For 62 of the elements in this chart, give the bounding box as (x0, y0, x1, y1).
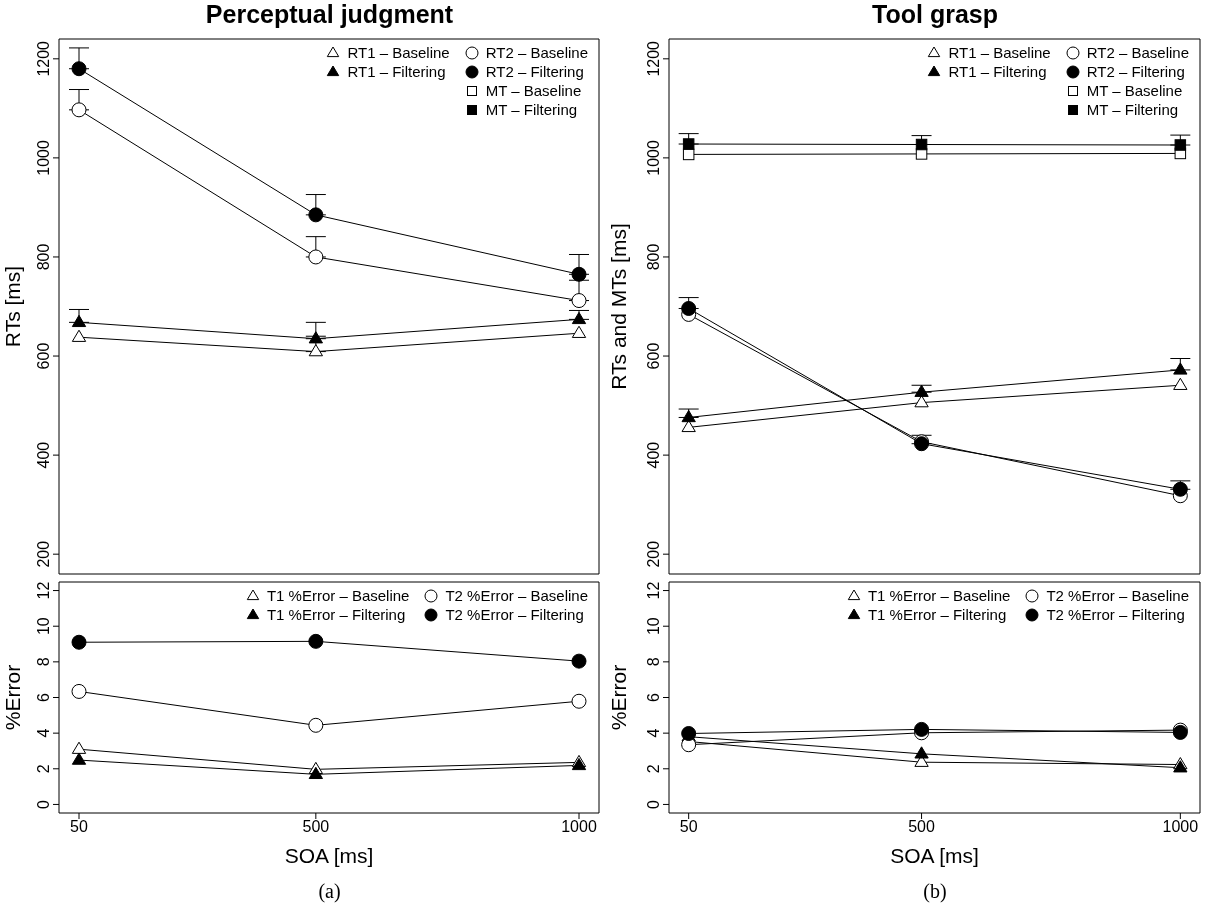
legend-label: MT – Filtering (485, 101, 578, 118)
legend-label: MT – Baseline (485, 82, 582, 99)
y-tick-label: 1000 (35, 139, 52, 176)
y-tick-label: 400 (645, 441, 662, 469)
legend-label: T1 %Error – Baseline (867, 587, 1011, 604)
legend-label: RT2 – Baseline (485, 44, 588, 61)
chart-title: Perceptual judgment (204, 0, 455, 29)
x-tick-label: 1000 (561, 818, 597, 836)
y-tick-label: 1200 (645, 40, 662, 77)
y-tick-label: 4 (35, 728, 52, 738)
legend-label: RT1 – Baseline (347, 44, 450, 61)
legend-label: RT1 – Filtering (347, 63, 446, 80)
y-tick-label: 200 (35, 540, 52, 568)
y-tick-label: 8 (35, 657, 52, 667)
text: (a) (317, 880, 342, 903)
y-axis-title: RTs [ms] (1, 265, 24, 348)
y-tick-label: 600 (35, 342, 52, 370)
legend-label: T1 %Error – Baseline (266, 587, 410, 604)
legend-label: RT1 – Filtering (948, 63, 1047, 80)
text: (b) (922, 880, 948, 903)
y-tick-label: 4 (645, 728, 662, 738)
x-axis-title: SOA [ms] (890, 844, 979, 867)
x-tick-label: 500 (302, 818, 330, 836)
y-tick-label: 12 (35, 581, 52, 600)
y-tick-label: 2 (645, 764, 662, 774)
legend-label: T2 %Error – Filtering (445, 606, 584, 623)
legend-label: RT2 – Filtering (485, 63, 584, 80)
y-tick-label: 600 (645, 342, 662, 370)
y-tick-label: 0 (35, 799, 52, 809)
y-tick-label: 6 (35, 692, 52, 702)
y-axis-title: %Error (1, 664, 24, 731)
y-tick-label: 8 (645, 657, 662, 667)
y-tick-label: 0 (645, 799, 662, 809)
legend-label: RT2 – Filtering (1086, 63, 1185, 80)
legend-label: T1 %Error – Filtering (867, 606, 1007, 623)
x-tick-label: 50 (70, 818, 88, 836)
y-tick-label: 12 (645, 581, 662, 600)
x-tick-label: 50 (679, 818, 698, 836)
x-tick-label: 1000 (1162, 818, 1199, 836)
y-axis-title: %Error (607, 664, 630, 731)
y-axis-title: RTs and MTs [ms] (607, 223, 630, 390)
legend-label: T2 %Error – Baseline (1046, 587, 1189, 604)
legend-label: T1 %Error – Filtering (266, 606, 406, 623)
legend-label: MT – Baseline (1086, 82, 1183, 99)
x-axis-title: SOA [ms] (284, 844, 374, 867)
y-tick-label: 800 (35, 243, 52, 271)
chart-title: Tool grasp (871, 0, 999, 29)
y-tick-label: 400 (35, 441, 52, 469)
y-tick-label: 10 (35, 617, 52, 636)
y-tick-label: 800 (645, 243, 662, 271)
y-tick-label: 6 (645, 692, 662, 702)
legend-label: MT – Filtering (1086, 101, 1179, 118)
legend-label: RT1 – Baseline (948, 44, 1051, 61)
y-tick-label: 1200 (35, 40, 52, 77)
y-tick-label: 2 (35, 764, 52, 774)
y-tick-label: 200 (645, 540, 662, 568)
y-tick-label: 1000 (645, 139, 662, 176)
legend-label: T2 %Error – Filtering (1046, 606, 1185, 623)
y-tick-label: 10 (645, 617, 662, 636)
x-tick-label: 500 (908, 818, 936, 836)
legend-label: RT2 – Baseline (1086, 44, 1189, 61)
legend-label: T2 %Error – Baseline (445, 587, 588, 604)
